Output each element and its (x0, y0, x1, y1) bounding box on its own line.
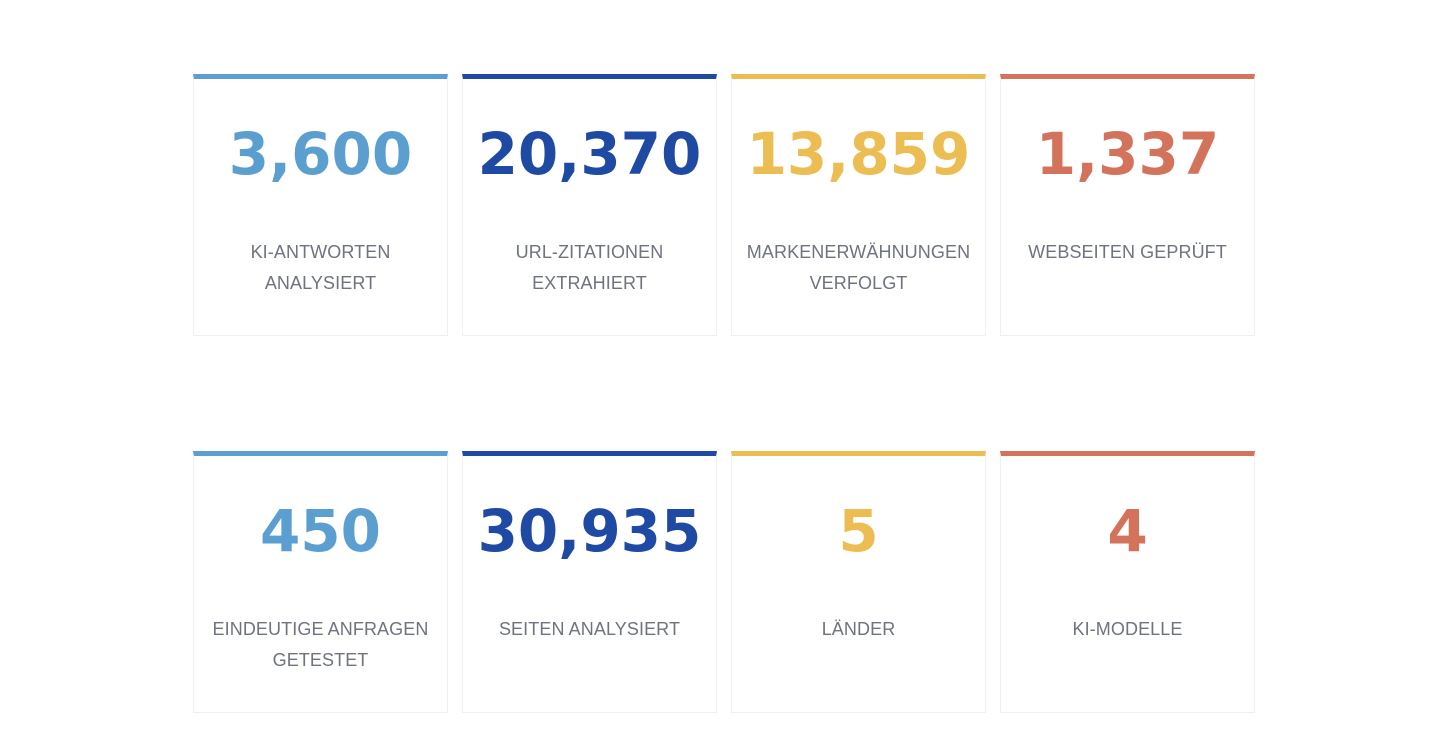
stat-label: KI-MODELLE (1072, 619, 1183, 639)
stat-label: MARKENERWÄHNUNGEN VERFOLGT (746, 242, 971, 293)
stat-card-webseiten: 1,337 WEBSEITEN GEPRÜFT (1000, 74, 1255, 336)
stat-value: 20,370 (477, 120, 702, 188)
stat-label: EINDEUTIGE ANFRAGEN GETESTET (212, 619, 429, 670)
stat-value: 450 (259, 497, 382, 565)
stat-label: KI-ANTWORTEN ANALYSIERT (250, 242, 391, 293)
stat-card-markenerwaehnungen: 13,859 MARKENERWÄHNUNGEN VERFOLGT (731, 74, 986, 336)
stats-grid: 3,600 KI-ANTWORTEN ANALYSIERT 20,370 URL… (193, 74, 1257, 713)
stat-card-anfragen: 450 EINDEUTIGE ANFRAGEN GETESTET (193, 451, 448, 713)
stat-card-ki-modelle: 4 KI-MODELLE (1000, 451, 1255, 713)
stat-value: 5 (838, 497, 879, 565)
stat-value: 4 (1107, 497, 1148, 565)
stat-label: LÄNDER (821, 619, 896, 639)
stat-card-laender: 5 LÄNDER (731, 451, 986, 713)
stat-label: URL-ZITATIONEN EXTRAHIERT (515, 242, 664, 293)
stat-card-ki-antworten: 3,600 KI-ANTWORTEN ANALYSIERT (193, 74, 448, 336)
stat-value: 3,600 (228, 120, 413, 188)
stat-label: SEITEN ANALYSIERT (498, 619, 681, 639)
stat-card-url-zitationen: 20,370 URL-ZITATIONEN EXTRAHIERT (462, 74, 717, 336)
stat-label: WEBSEITEN GEPRÜFT (1028, 242, 1227, 262)
stat-value: 30,935 (477, 497, 702, 565)
stat-value: 13,859 (746, 120, 971, 188)
stat-card-seiten: 30,935 SEITEN ANALYSIERT (462, 451, 717, 713)
stat-value: 1,337 (1035, 120, 1220, 188)
